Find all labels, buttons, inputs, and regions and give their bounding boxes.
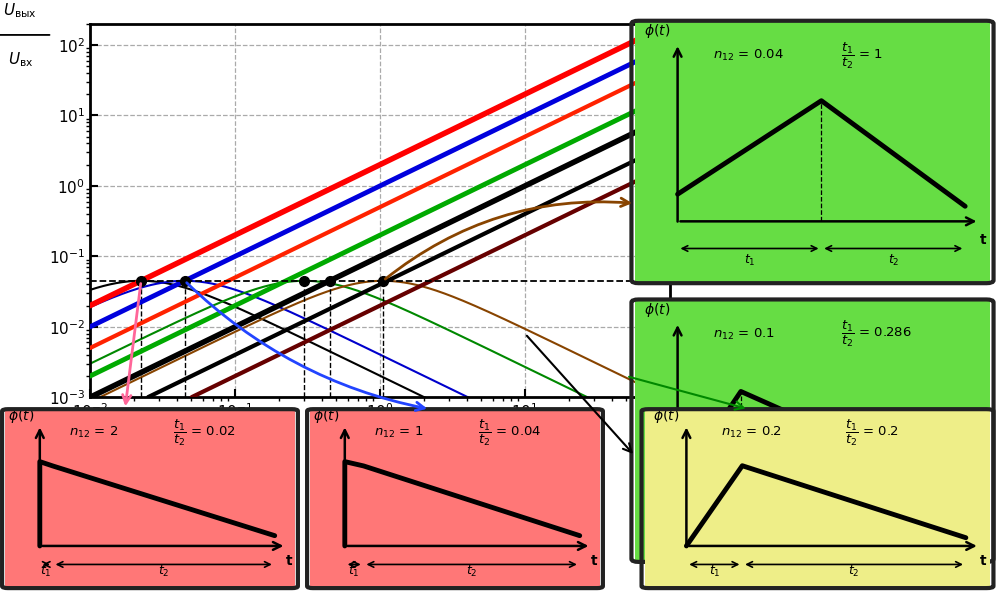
Text: $U_{\rm вых}$: $U_{\rm вых}$ bbox=[3, 1, 37, 20]
Text: $t_2$: $t_2$ bbox=[888, 253, 899, 267]
Text: $t_1$: $t_1$ bbox=[40, 564, 52, 579]
Text: $\dfrac{t_1}{t_2}$ = 0.04: $\dfrac{t_1}{t_2}$ = 0.04 bbox=[478, 417, 542, 448]
Text: t: t bbox=[980, 234, 986, 247]
Text: $t_1$: $t_1$ bbox=[709, 564, 720, 579]
Text: $\phi(t)$: $\phi(t)$ bbox=[644, 23, 670, 40]
Text: $t_1$: $t_1$ bbox=[703, 531, 715, 546]
Text: $\dfrac{t_1}{t_2}$ = 0.286: $\dfrac{t_1}{t_2}$ = 0.286 bbox=[841, 319, 912, 349]
Text: $t_2$: $t_2$ bbox=[158, 564, 169, 579]
Text: $\phi(t)$: $\phi(t)$ bbox=[644, 301, 670, 319]
Text: $t_2$: $t_2$ bbox=[848, 564, 860, 579]
Text: $\dfrac{t_1}{t_2}$ = 0.2: $\dfrac{t_1}{t_2}$ = 0.2 bbox=[845, 417, 899, 448]
Text: $\phi(t)$: $\phi(t)$ bbox=[8, 407, 34, 425]
Text: $n_{12}$ = 1: $n_{12}$ = 1 bbox=[374, 425, 423, 441]
Text: $t_1$: $t_1$ bbox=[348, 564, 360, 579]
Text: $\phi(t)$: $\phi(t)$ bbox=[653, 407, 680, 425]
Text: $n_{12}$ = 0.1: $n_{12}$ = 0.1 bbox=[713, 327, 775, 342]
Text: $U_{\rm вх}$: $U_{\rm вх}$ bbox=[8, 50, 33, 69]
Text: $n_{12}$ = 2: $n_{12}$ = 2 bbox=[69, 425, 118, 441]
Text: $t_2$: $t_2$ bbox=[466, 564, 477, 579]
Text: t: t bbox=[980, 512, 986, 526]
Text: $n_{12}$ = 0.04: $n_{12}$ = 0.04 bbox=[713, 48, 784, 63]
Text: $\dfrac{t_1}{t_2}$: $\dfrac{t_1}{t_2}$ bbox=[687, 403, 704, 444]
Text: t: t bbox=[286, 554, 293, 568]
Text: t: t bbox=[591, 554, 598, 568]
Text: $\dfrac{t_1}{t_2}$ = 0.02: $\dfrac{t_1}{t_2}$ = 0.02 bbox=[173, 417, 236, 448]
Text: $t_2$: $t_2$ bbox=[847, 531, 859, 546]
Text: t: t bbox=[980, 554, 986, 568]
Text: $\phi(t)$: $\phi(t)$ bbox=[313, 407, 339, 425]
Text: $t_1$: $t_1$ bbox=[744, 253, 755, 267]
Text: $\dfrac{t_1}{t_2}$ = 1: $\dfrac{t_1}{t_2}$ = 1 bbox=[841, 40, 883, 71]
Text: $n_{12}$ = 0.2: $n_{12}$ = 0.2 bbox=[721, 425, 782, 441]
